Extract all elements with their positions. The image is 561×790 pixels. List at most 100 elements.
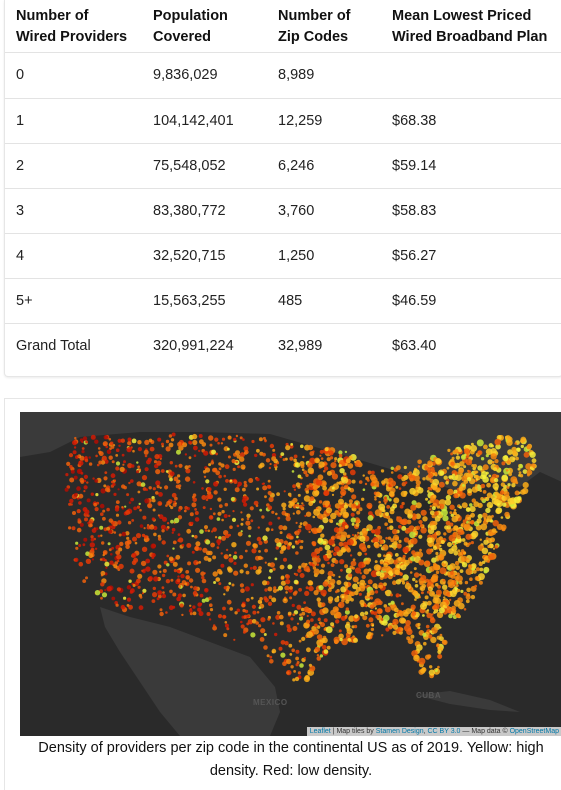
density-dot — [413, 654, 420, 662]
density-dot — [98, 450, 102, 454]
density-dot — [474, 584, 478, 588]
density-dot — [414, 584, 419, 588]
density-dot — [338, 629, 342, 633]
density-dot — [267, 617, 271, 621]
providers-table: Number of Wired Providers Population Cov… — [5, 0, 561, 368]
density-dot — [239, 569, 244, 574]
density-dot — [103, 435, 109, 440]
density-dot — [137, 490, 141, 494]
density-dot — [113, 531, 117, 534]
density-dot — [123, 460, 126, 464]
density-dot — [245, 520, 251, 526]
density-dot — [113, 492, 117, 496]
stamen-link[interactable]: Stamen Design — [375, 728, 424, 735]
density-dot — [285, 445, 291, 451]
density-dot — [346, 534, 350, 539]
license-link[interactable]: CC BY 3.0 — [427, 728, 461, 735]
density-dot — [74, 557, 79, 562]
density-map[interactable]: MEXICO CUBA Leaflet | Map tiles by Stame… — [20, 412, 561, 736]
density-dot — [392, 574, 396, 577]
density-dot — [223, 633, 228, 638]
density-dot — [296, 661, 300, 664]
density-dot — [347, 463, 354, 469]
density-dot — [297, 474, 302, 479]
density-dot — [428, 634, 433, 639]
density-dot — [293, 488, 297, 491]
density-dot — [199, 529, 204, 534]
density-dot — [415, 513, 421, 520]
density-dot — [68, 502, 72, 506]
density-dot — [264, 588, 268, 592]
density-dot — [131, 519, 135, 522]
density-dot — [305, 586, 309, 590]
density-dot — [448, 613, 453, 619]
density-dot — [341, 477, 349, 484]
density-dot — [453, 508, 457, 512]
density-dot — [138, 605, 144, 611]
density-dot — [245, 570, 250, 575]
density-dot — [326, 553, 332, 559]
density-dot — [430, 616, 435, 621]
density-dot — [440, 509, 448, 516]
density-dot — [310, 611, 316, 617]
density-dot — [72, 450, 77, 455]
density-dot — [246, 598, 250, 602]
density-dot — [221, 518, 224, 522]
osm-link[interactable]: OpenStreetMap — [509, 728, 559, 735]
density-dot — [313, 508, 321, 516]
density-dot — [89, 523, 93, 527]
density-dot — [320, 563, 326, 568]
density-dot — [307, 580, 313, 586]
density-dot — [206, 612, 211, 616]
density-dot — [88, 553, 94, 559]
density-dot — [148, 486, 152, 490]
density-dot — [438, 503, 445, 510]
density-dot — [447, 488, 454, 496]
leaflet-link[interactable]: Leaflet — [309, 728, 331, 735]
density-dot — [145, 566, 151, 572]
density-dot — [344, 609, 350, 615]
density-dot — [227, 435, 232, 440]
density-dot — [450, 513, 454, 517]
density-dot — [126, 585, 132, 590]
density-dot — [309, 562, 313, 566]
density-dot — [288, 643, 293, 648]
density-dot — [231, 583, 235, 587]
density-dot — [320, 533, 325, 538]
density-dot — [150, 543, 156, 549]
density-dot — [91, 558, 95, 561]
density-dot — [329, 456, 334, 460]
density-dot — [329, 519, 334, 524]
density-dot — [299, 663, 304, 668]
density-dot — [144, 498, 150, 504]
density-dot — [454, 575, 460, 581]
density-dot — [481, 471, 488, 478]
density-dot — [366, 479, 370, 482]
density-dot — [390, 466, 394, 470]
density-dot — [83, 479, 87, 483]
density-dot — [364, 482, 368, 486]
density-dot — [386, 526, 390, 530]
density-dot — [439, 601, 447, 609]
density-dot — [520, 489, 526, 495]
density-dot — [389, 480, 396, 487]
density-dot — [99, 503, 105, 509]
density-dot — [455, 613, 461, 618]
density-dot — [378, 600, 383, 606]
table-row: 3 83,380,772 3,760 $58.83 — [5, 187, 561, 233]
density-dot — [410, 634, 415, 639]
density-dot — [269, 569, 273, 573]
density-dot — [174, 464, 178, 468]
density-dot — [456, 452, 459, 456]
density-dot — [137, 465, 141, 469]
density-dot — [99, 558, 103, 561]
density-dot — [477, 465, 483, 471]
density-dot — [392, 618, 399, 626]
density-dot — [242, 608, 246, 613]
density-dot — [331, 550, 334, 553]
density-dot — [74, 436, 77, 440]
density-dot — [428, 588, 431, 591]
density-dot — [401, 476, 406, 482]
density-dot — [274, 538, 280, 544]
density-dot — [379, 584, 383, 589]
